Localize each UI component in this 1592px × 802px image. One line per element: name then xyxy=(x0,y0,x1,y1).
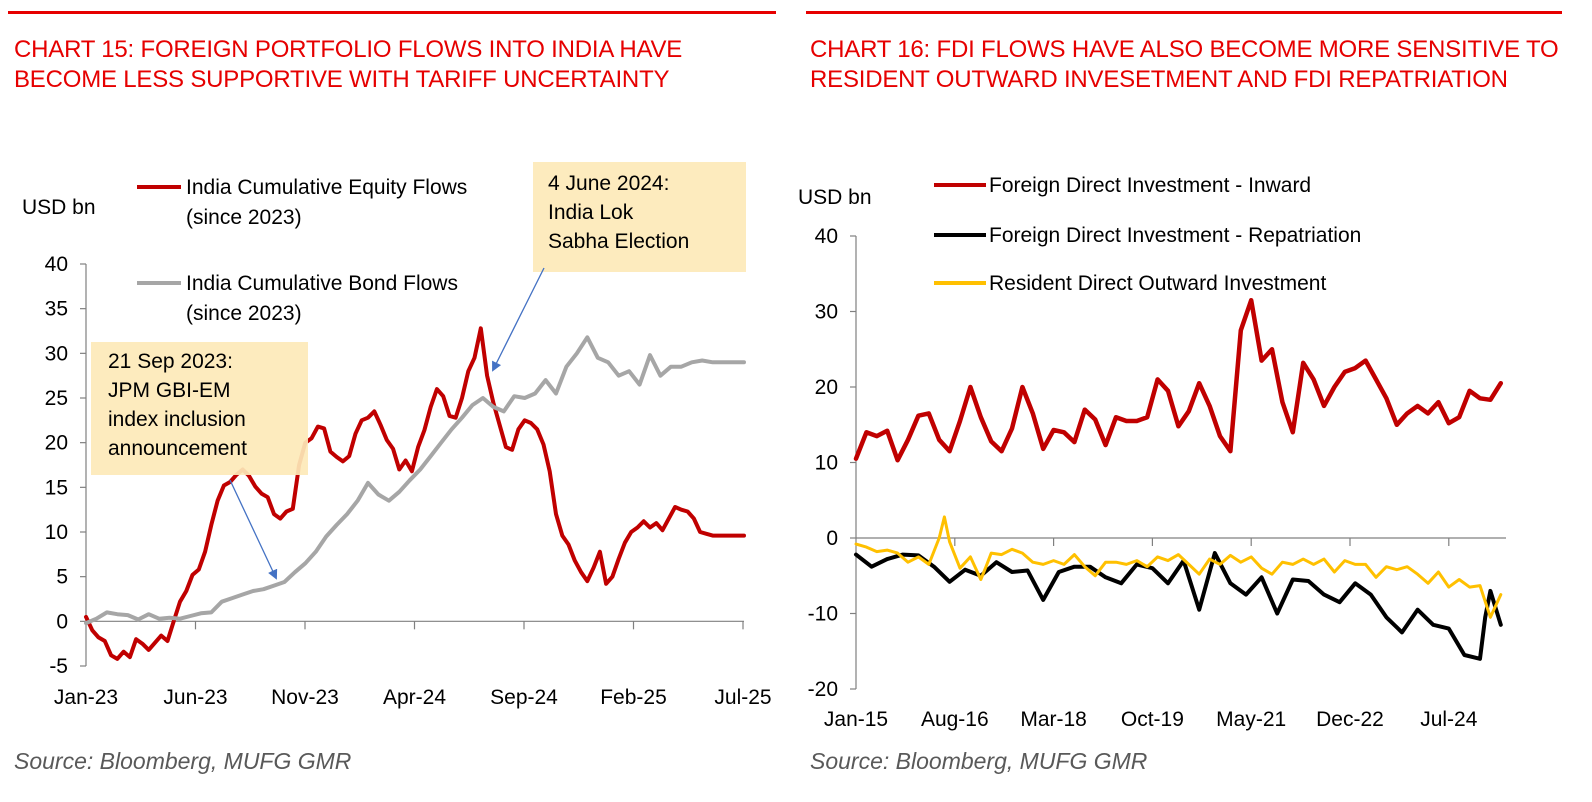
x-tick-label: Dec-22 xyxy=(1316,708,1384,731)
chart-15-plot: USD bn -5 0 5 10 15 20 25 30 35 40 Jan-23 Jun-23 Nov-… xyxy=(22,162,772,709)
annotation-box xyxy=(91,342,308,475)
x-tick-label: Oct-19 xyxy=(1121,708,1184,731)
series-line-fdi_inward xyxy=(853,297,1504,463)
annotation-arrow xyxy=(492,267,545,372)
x-tick-label: Feb-25 xyxy=(600,686,667,709)
chart-15-panel: CHART 15: FOREIGN PORTFOLIO FLOWS INTO I… xyxy=(0,0,780,802)
chart-15-source: Source: Bloomberg, MUFG GMR xyxy=(14,748,352,774)
legend-label-equity: India Cumulative Equity Flows xyxy=(186,176,467,199)
y-axis-label: USD bn xyxy=(22,196,96,219)
chart-16-plot: USD bn -20 -10 0 10 20 30 40 Jan-15 Aug-16 Mar-18 O… xyxy=(798,174,1506,731)
series-line-fdi_repatriation xyxy=(854,551,1503,661)
x-tick-label: Jul-25 xyxy=(714,686,771,709)
legend-label-equity: (since 2023) xyxy=(186,206,302,229)
y-tick-label: 0 xyxy=(56,610,68,633)
annotation-text: Sabha Election xyxy=(548,230,689,253)
series-line-outward xyxy=(854,515,1503,619)
chart-15-title: CHART 15: FOREIGN PORTFOLIO FLOWS INTO I… xyxy=(14,36,683,93)
legend-label-bond: India Cumulative Bond Flows xyxy=(186,272,458,295)
x-tick-label: Jul-24 xyxy=(1420,708,1478,731)
y-tick-label: 35 xyxy=(45,298,68,321)
annotation-text: JPM GBI-EM xyxy=(108,379,231,402)
y-tick-label: -20 xyxy=(808,678,838,701)
annotation-2: 4 June 2024: India Lok Sabha Election xyxy=(533,162,746,272)
x-tick-label: Mar-18 xyxy=(1020,708,1087,731)
annotation-box xyxy=(533,162,746,272)
annotation-text: announcement xyxy=(108,437,247,460)
y-tick-label: 20 xyxy=(45,432,68,455)
chart-16-source: Source: Bloomberg, MUFG GMR xyxy=(810,748,1148,774)
y-tick-label: 30 xyxy=(815,301,838,324)
y-tick-label: -10 xyxy=(808,603,838,626)
y-tick-label: 10 xyxy=(815,452,838,475)
series-line-equity xyxy=(84,326,746,661)
y-tick-label: 5 xyxy=(56,566,68,589)
y-tick-label: -5 xyxy=(49,655,68,678)
y-tick-label: 25 xyxy=(45,387,68,410)
annotation-text: index inclusion xyxy=(108,408,246,431)
legend-label-fdi_inward: Foreign Direct Investment - Inward xyxy=(989,174,1311,197)
y-tick-label: 15 xyxy=(45,476,68,499)
series-line-bond xyxy=(84,335,746,626)
x-tick-label: Jun-23 xyxy=(163,686,227,709)
y-tick-label: 20 xyxy=(815,376,838,399)
y-tick-label: 10 xyxy=(45,521,68,544)
y-tick-label: 0 xyxy=(826,527,838,550)
y-axis-label: USD bn xyxy=(798,186,872,209)
y-tick-label: 40 xyxy=(815,225,838,248)
x-tick-label: May-21 xyxy=(1216,708,1286,731)
x-tick-label: Sep-24 xyxy=(490,686,558,709)
x-tick-label: Jan-15 xyxy=(824,708,888,731)
title-rule xyxy=(8,11,776,14)
chart-16-title: CHART 16: FDI FLOWS HAVE ALSO BECOME MOR… xyxy=(810,36,1559,93)
legend-label-outward: Resident Direct Outward Investment xyxy=(989,272,1326,295)
annotation-text: 4 June 2024: xyxy=(548,172,669,195)
legend-label-bond: (since 2023) xyxy=(186,302,302,325)
y-tick-label: 40 xyxy=(45,253,68,276)
annotation-arrow xyxy=(229,479,278,580)
annotation-1: 21 Sep 2023: JPM GBI-EM index inclusion ann… xyxy=(91,342,308,475)
y-tick-label: 30 xyxy=(45,342,68,365)
x-tick-label: Nov-23 xyxy=(271,686,339,709)
x-tick-label: Apr-24 xyxy=(383,686,446,709)
title-rule xyxy=(806,11,1562,14)
annotation-text: India Lok xyxy=(548,201,634,224)
annotation-text: 21 Sep 2023: xyxy=(108,350,233,373)
chart-16-panel: CHART 16: FDI FLOWS HAVE ALSO BECOME MOR… xyxy=(796,0,1592,802)
x-tick-label: Jan-23 xyxy=(54,686,118,709)
legend-label-fdi_repatriation: Foreign Direct Investment - Repatriation xyxy=(989,224,1361,247)
x-tick-label: Aug-16 xyxy=(921,708,989,731)
